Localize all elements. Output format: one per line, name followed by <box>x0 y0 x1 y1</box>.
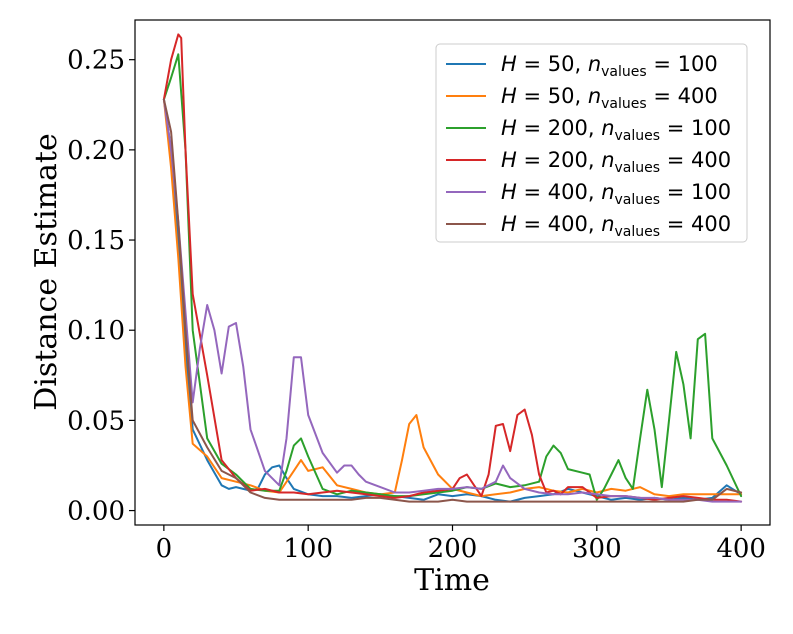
y-axis: 0.00 0.05 0.10 0.15 0.20 0.25 <box>67 46 135 527</box>
y-tick-label-0: 0.00 <box>67 497 125 527</box>
x-tick-label-2: 200 <box>428 534 478 564</box>
y-tick-label-2: 0.10 <box>67 316 125 346</box>
x-axis: 0 100 200 300 400 <box>156 525 766 564</box>
legend-entry-4: H = 400, nvalues = 100 <box>501 180 731 208</box>
legend-entry-3: H = 200, nvalues = 400 <box>501 148 731 176</box>
x-tick-label-0: 0 <box>156 534 173 564</box>
series-line-2 <box>162 53 743 501</box>
legend-entry-1: H = 50, nvalues = 400 <box>501 84 718 112</box>
x-tick-label-1: 100 <box>283 534 333 564</box>
series-layer <box>162 33 743 503</box>
x-axis-label: Time <box>414 563 490 598</box>
x-tick-label-3: 300 <box>572 534 622 564</box>
legend-entry-5: H = 400, nvalues = 400 <box>501 212 731 240</box>
y-tick-label-3: 0.15 <box>67 226 125 256</box>
y-tick-label-1: 0.05 <box>67 406 125 436</box>
series-line-5 <box>162 98 743 503</box>
legend: H = 50, nvalues = 100 H = 50, nvalues = 4… <box>435 43 748 243</box>
y-axis-label: Distance Estimate <box>29 133 64 411</box>
y-tick-label-5: 0.25 <box>67 46 125 76</box>
x-tick-label-4: 400 <box>716 534 766 564</box>
series-line-4 <box>162 98 743 503</box>
y-tick-label-4: 0.20 <box>67 136 125 166</box>
legend-entry-0: H = 50, nvalues = 100 <box>501 52 718 80</box>
legend-entry-2: H = 200, nvalues = 100 <box>501 116 731 144</box>
legend-box <box>435 43 748 243</box>
